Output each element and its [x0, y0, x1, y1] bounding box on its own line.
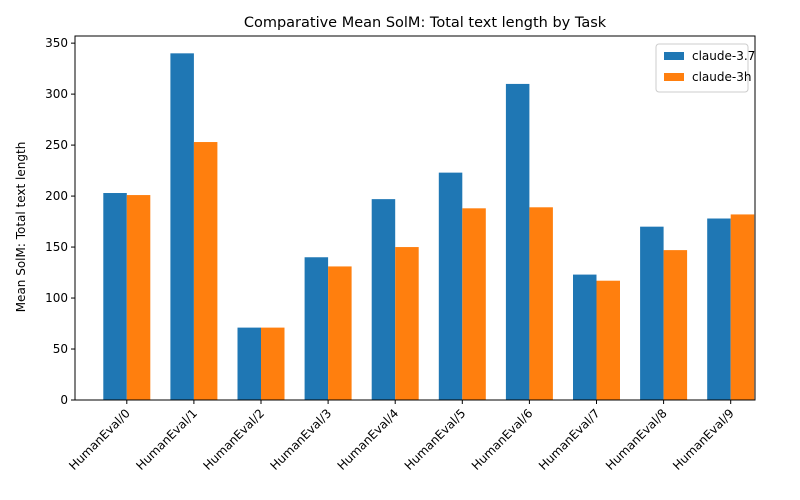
x-tick-label: HumanEval/3 — [268, 406, 335, 473]
legend: claude-3.7 claude-3h — [655, 43, 755, 93]
legend-label-claude-3h: claude-3h — [692, 70, 751, 84]
bar-claude-3.7-HumanEval/8 — [640, 226, 664, 400]
y-tick-label: 250 — [45, 138, 68, 152]
x-tick-label: HumanEval/1 — [133, 406, 200, 473]
y-tick-label: 150 — [45, 240, 68, 254]
y-tick-label: 50 — [53, 342, 68, 356]
y-tick-label: 300 — [45, 87, 68, 101]
bar-claude-3h-HumanEval/5 — [462, 208, 486, 400]
plot-frame — [74, 35, 756, 401]
bars — [103, 53, 755, 400]
x-axis-ticks: HumanEval/0 HumanEval/1 HumanEval/2 HumanEv… — [66, 400, 737, 473]
bar-claude-3.7-HumanEval/0 — [103, 193, 127, 400]
x-tick-label: HumanEval/9 — [670, 406, 737, 473]
y-tick-label: 100 — [45, 291, 68, 305]
y-tick-label: 0 — [60, 393, 68, 407]
bar-claude-3.7-HumanEval/1 — [170, 53, 194, 400]
bar-claude-3.7-HumanEval/7 — [573, 274, 597, 400]
legend-label-claude-3.7: claude-3.7 — [692, 49, 755, 63]
bar-claude-3h-HumanEval/4 — [395, 247, 419, 400]
bar-claude-3h-HumanEval/7 — [596, 280, 620, 400]
bar-claude-3.7-HumanEval/3 — [304, 257, 329, 400]
y-tick-label: 350 — [45, 36, 68, 50]
bar-claude-3h-HumanEval/3 — [328, 266, 352, 400]
x-tick-label: HumanEval/2 — [200, 406, 267, 473]
x-tick-label: HumanEval/6 — [469, 406, 536, 473]
x-tick-label: HumanEval/7 — [536, 406, 603, 473]
y-axis-label: Mean SolM: Total text length — [14, 142, 28, 313]
x-tick-label: HumanEval/5 — [402, 406, 469, 473]
bar-claude-3.7-HumanEval/2 — [237, 327, 261, 400]
bar-claude-3h-HumanEval/0 — [126, 195, 151, 400]
y-tick-label: 200 — [45, 189, 68, 203]
legend-swatch-claude-3.7 — [664, 52, 684, 60]
x-tick-label: HumanEval/8 — [603, 406, 670, 473]
bar-claude-3.7-HumanEval/9 — [707, 218, 731, 400]
bar-claude-3h-HumanEval/1 — [193, 142, 218, 400]
legend-swatch-claude-3h — [664, 73, 684, 81]
bar-claude-3.7-HumanEval/6 — [505, 83, 530, 400]
bar-claude-3.7-HumanEval/4 — [371, 199, 396, 400]
x-tick-label: HumanEval/0 — [66, 406, 133, 473]
bar-claude-3h-HumanEval/2 — [261, 327, 285, 400]
y-axis-ticks: 0 50 100 150 200 250 300 350 — [45, 36, 75, 407]
x-tick-label: HumanEval/4 — [335, 406, 402, 473]
bar-claude-3h-HumanEval/9 — [730, 214, 755, 400]
bar-claude-3h-HumanEval/6 — [529, 207, 553, 400]
bar-claude-3h-HumanEval/8 — [663, 250, 688, 400]
chart-title: Comparative Mean SolM: Total text length… — [244, 15, 607, 31]
bar-claude-3.7-HumanEval/5 — [438, 172, 463, 400]
